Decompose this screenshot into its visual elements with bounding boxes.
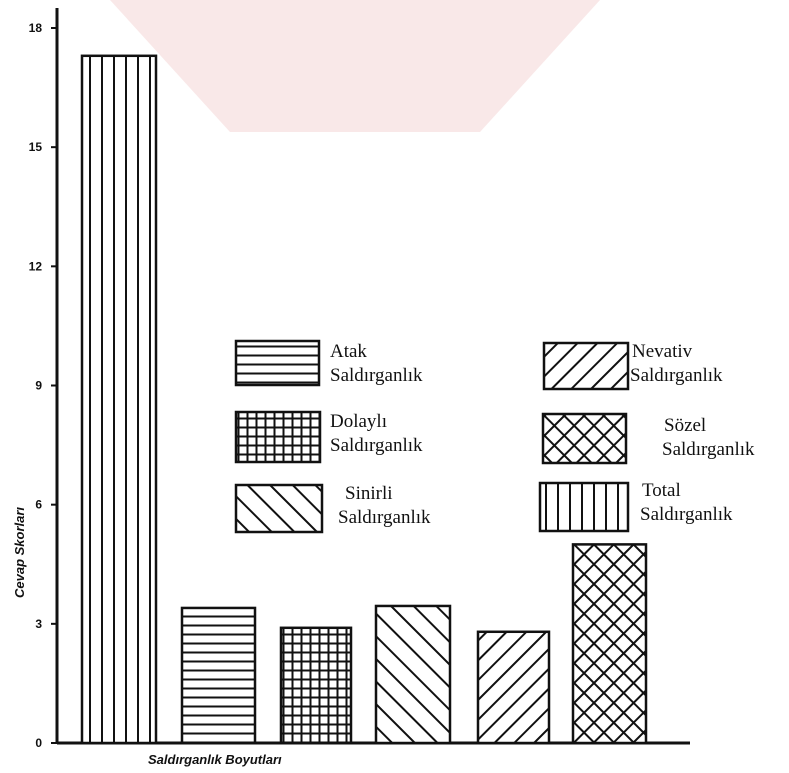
- legend-swatch: [234, 483, 324, 534]
- y-tick-label: 3: [35, 617, 42, 631]
- legend-label: Saldırganlık: [330, 365, 423, 386]
- legend-label: Total: [642, 480, 681, 501]
- legend-label: Dolaylı: [330, 411, 387, 432]
- y-tick-label: 18: [29, 21, 43, 35]
- bar: [476, 630, 551, 745]
- y-axis-title: Cevap Skorları: [12, 507, 27, 598]
- legend-label: Sinirli: [345, 483, 393, 504]
- legend-swatch: [541, 412, 628, 465]
- y-tick-label: 0: [35, 736, 42, 750]
- legend-swatch: [234, 410, 322, 464]
- y-axis-ticks: 0 3 6 9 12 15 18: [29, 21, 57, 750]
- background-watermark-shape: [110, 0, 600, 132]
- legend-label: Saldırganlık: [338, 507, 431, 528]
- legend-label: Atak: [330, 341, 367, 362]
- legend: Atak Saldırganlık Nevativ Saldırganlık Dolay…: [234, 339, 755, 534]
- y-tick-label: 9: [35, 379, 42, 393]
- legend-label: Saldırganlık: [662, 439, 755, 460]
- legend-swatch: [234, 339, 321, 387]
- bars-group: [80, 54, 648, 745]
- legend-label: Saldırganlık: [640, 504, 733, 525]
- bar: [571, 543, 648, 745]
- legend-swatch: [538, 481, 630, 533]
- legend-swatch: [542, 341, 630, 391]
- x-axis-title: Saldırganlık Boyutları: [148, 752, 282, 767]
- legend-label: Sözel: [664, 415, 706, 436]
- y-tick-label: 6: [35, 498, 42, 512]
- legend-label: Saldırganlık: [330, 435, 423, 456]
- bar: [374, 604, 452, 745]
- y-tick-label: 12: [29, 259, 43, 273]
- y-tick-label: 15: [29, 140, 43, 154]
- bar: [80, 54, 158, 745]
- bar: [180, 606, 257, 745]
- legend-label: Nevativ: [632, 341, 693, 362]
- legend-label: Saldırganlık: [630, 365, 723, 386]
- bar: [279, 626, 353, 745]
